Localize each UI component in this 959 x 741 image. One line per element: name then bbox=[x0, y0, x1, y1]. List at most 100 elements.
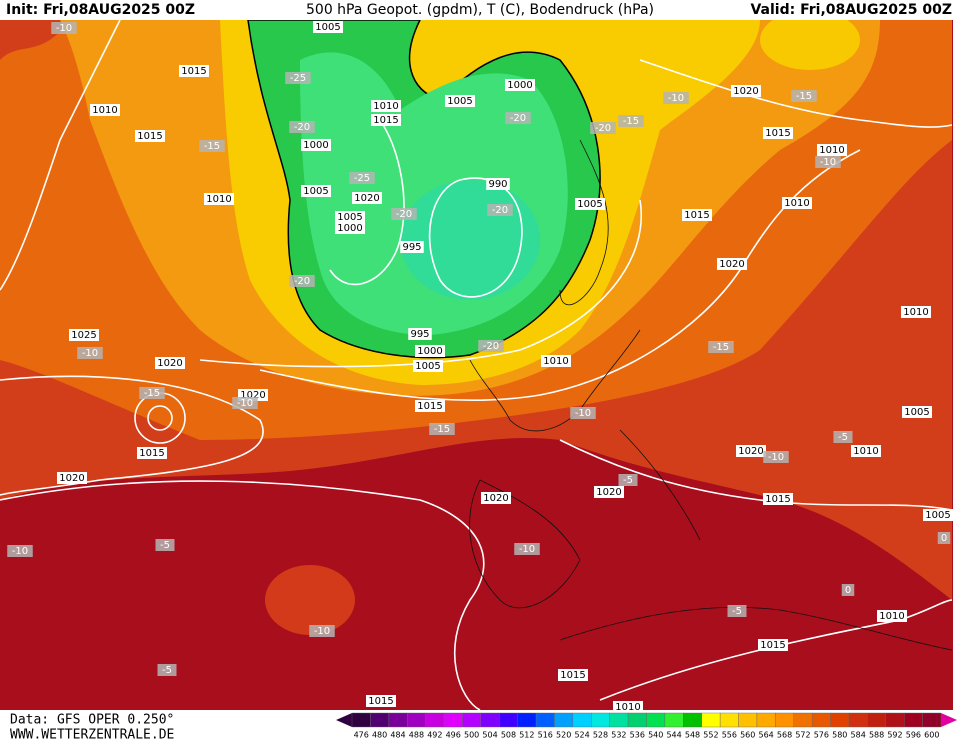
pressure-label: 1005 bbox=[315, 22, 340, 33]
colorbar-cell bbox=[627, 712, 647, 728]
pressure-label: 1015 bbox=[765, 128, 790, 139]
temperature-label-box bbox=[815, 156, 841, 168]
pressure-label-box bbox=[445, 95, 475, 107]
pressure-label: 1000 bbox=[337, 223, 362, 234]
pressure-label: 1020 bbox=[733, 86, 758, 97]
colorbar-label: 492 bbox=[427, 731, 442, 740]
temperature-label: -5 bbox=[160, 540, 170, 551]
pressure-label-box bbox=[371, 100, 401, 112]
pressure-label: 1020 bbox=[596, 487, 621, 498]
colorbar-label: 560 bbox=[740, 731, 755, 740]
temperature-label-box bbox=[289, 275, 315, 287]
colorbar-label: 556 bbox=[722, 731, 737, 740]
colorbar-cell bbox=[554, 712, 574, 728]
colorbar-label: 512 bbox=[519, 731, 534, 740]
map-title: 500 hPa Geopot. (gpdm), T (C), Bodendruc… bbox=[306, 2, 654, 18]
pressure-label: 1010 bbox=[543, 356, 568, 367]
colorbar-cell bbox=[811, 712, 831, 728]
pressure-label-box bbox=[736, 445, 766, 457]
colorbar-label: 500 bbox=[464, 731, 479, 740]
pressure-label: 1015 bbox=[181, 66, 206, 77]
pressure-label: 1015 bbox=[760, 640, 785, 651]
pressure-label-box bbox=[731, 85, 761, 97]
temperature-label-box bbox=[833, 431, 853, 443]
pressure-label-box bbox=[413, 360, 443, 372]
temperature-label: -20 bbox=[294, 122, 310, 133]
pressure-label-box bbox=[313, 21, 343, 33]
colorbar-cell bbox=[867, 712, 886, 728]
colorbar-cell bbox=[535, 712, 555, 728]
temperature-label: -15 bbox=[623, 116, 639, 127]
temperature-label: -10 bbox=[56, 23, 72, 34]
colorbar-label: 528 bbox=[593, 731, 608, 740]
colorbar-cell bbox=[425, 712, 445, 728]
colorbar-cell bbox=[738, 712, 758, 728]
pressure-label: 1005 bbox=[415, 361, 440, 372]
colorbar-cell bbox=[591, 712, 610, 728]
temperature-label: -15 bbox=[144, 388, 160, 399]
temperature-label: -15 bbox=[713, 342, 729, 353]
colorbar-cell bbox=[370, 712, 390, 728]
colorbar-label: 580 bbox=[832, 731, 847, 740]
colorbar-label: 584 bbox=[851, 731, 866, 740]
colorbar-cell bbox=[903, 712, 923, 728]
temperature-label-box bbox=[618, 474, 638, 486]
pressure-label-box bbox=[923, 509, 953, 521]
colorbar-label: 564 bbox=[759, 731, 774, 740]
pressure-label-box bbox=[90, 104, 120, 116]
isobars bbox=[0, 19, 953, 711]
temperature-label-box bbox=[51, 22, 77, 34]
colorbar-label: 476 bbox=[354, 731, 369, 740]
temperature-label-box bbox=[514, 543, 540, 555]
temperature-label: -25 bbox=[290, 73, 306, 84]
temperature-label-box bbox=[570, 407, 596, 419]
pressure-label-box bbox=[758, 639, 788, 651]
colorbar-label: 484 bbox=[390, 731, 405, 740]
pressure-label-box bbox=[817, 144, 847, 156]
pressure-label-box bbox=[594, 486, 624, 498]
pressure-label: 1015 bbox=[368, 696, 393, 707]
pressure-label: 1025 bbox=[71, 330, 96, 341]
pressure-label: 1005 bbox=[904, 407, 929, 418]
pressure-label: 1005 bbox=[447, 96, 472, 107]
colorbar-label: 488 bbox=[409, 731, 424, 740]
temperature-label: -10 bbox=[12, 546, 28, 557]
temperature-label: -15 bbox=[434, 424, 450, 435]
pressure-label: 1000 bbox=[507, 80, 532, 91]
pressure-label-box bbox=[763, 127, 793, 139]
pressure-label: 1010 bbox=[92, 105, 117, 116]
temperature-label-box bbox=[349, 172, 375, 184]
colorbar-cell bbox=[701, 712, 721, 728]
pressure-label: 990 bbox=[488, 179, 507, 190]
pressure-label-box bbox=[301, 139, 331, 151]
temperature-label: -5 bbox=[838, 432, 848, 443]
temperature-label-box bbox=[77, 347, 103, 359]
pressure-label: 995 bbox=[402, 242, 421, 253]
temperature-label: 0 bbox=[845, 585, 851, 596]
pressure-label-box bbox=[366, 695, 396, 707]
pressure-label-box bbox=[371, 114, 401, 126]
temperature-label: -20 bbox=[492, 205, 508, 216]
colorbar-label: 540 bbox=[648, 731, 663, 740]
colorbar-label: 508 bbox=[501, 731, 516, 740]
pressure-label-box bbox=[481, 492, 511, 504]
init-time: Init: Fri,08AUG2025 00Z bbox=[6, 2, 195, 18]
pressure-label-box bbox=[902, 406, 932, 418]
temperature-label-box bbox=[7, 545, 33, 557]
colorbar-label: 588 bbox=[869, 731, 884, 740]
colorbar-label: 572 bbox=[795, 731, 810, 740]
temperature-label: -10 bbox=[519, 544, 535, 555]
colorbar-label: 544 bbox=[666, 731, 681, 740]
temperature-label-box bbox=[478, 340, 504, 352]
pressure-label: 1015 bbox=[684, 210, 709, 221]
temperature-label: -10 bbox=[314, 626, 330, 637]
pressure-label: 1005 bbox=[337, 212, 362, 223]
temperature-label: -20 bbox=[595, 123, 611, 134]
pressure-label: 1000 bbox=[417, 346, 442, 357]
colorbar-cell bbox=[499, 712, 518, 728]
colorbar-cell bbox=[462, 712, 482, 728]
pressure-label-box bbox=[335, 211, 365, 223]
temperature-label: -20 bbox=[483, 341, 499, 352]
temperature-label: -5 bbox=[162, 665, 172, 676]
